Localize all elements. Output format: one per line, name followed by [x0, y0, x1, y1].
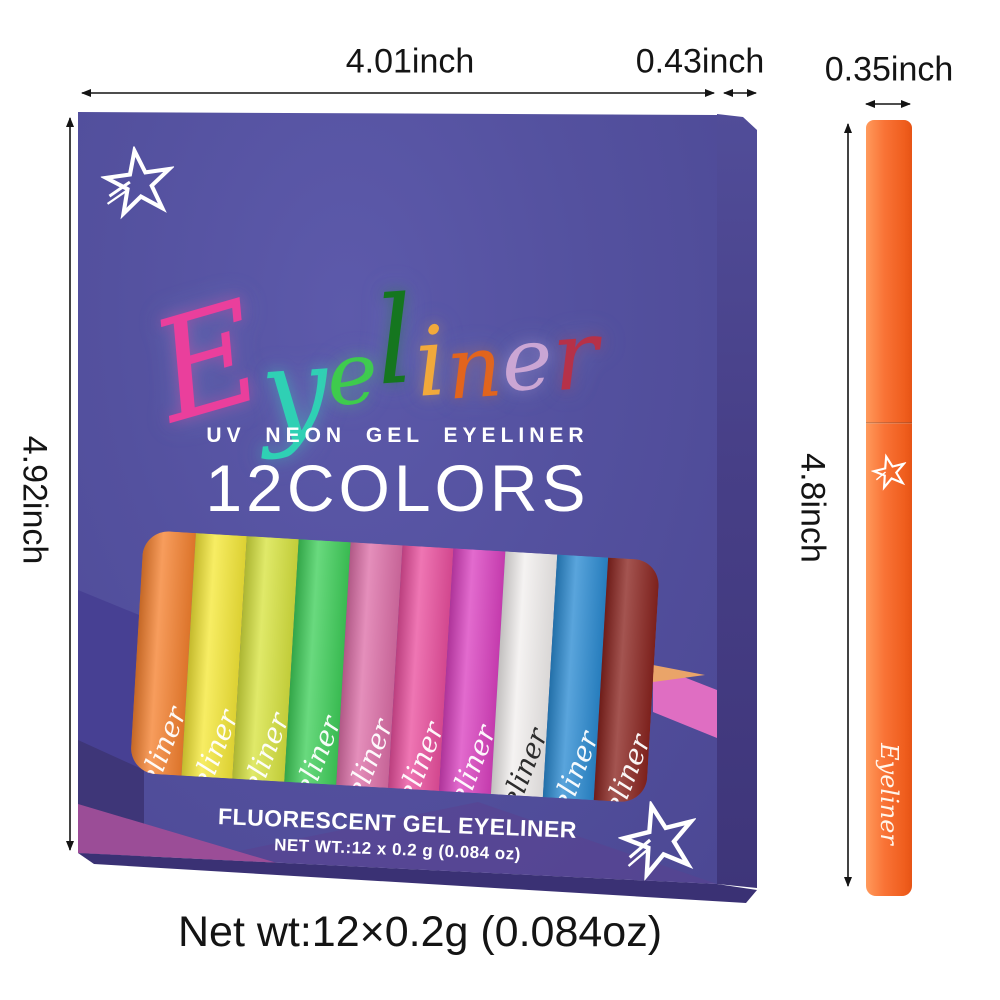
stripe-eyeliner-logo: Eyeliner [594, 729, 658, 804]
brand-letter: n [443, 316, 506, 420]
pen-star-icon [870, 453, 907, 491]
net-weight-caption: Net wt:12×0.2g (0.084oz) [177, 908, 663, 956]
pens-window: Eyeliner Eyeliner Eyeliner Eyeliner Eyeliner… [129, 530, 661, 804]
star-logo-icon [99, 144, 176, 220]
colors-count-title: 12COLORS [205, 451, 590, 525]
pen-height-label: 4.8inch [793, 453, 832, 563]
brand-letter: l [370, 271, 419, 413]
star-logo-icon [616, 799, 697, 882]
brand-letter: e [323, 322, 382, 427]
pen-width-label: 0.35inch [824, 50, 954, 89]
brand-letter: e [498, 308, 556, 412]
eyeliner-pen: Eyeliner [866, 120, 912, 896]
box-subtitle: UV NEON GEL EYELINER [206, 424, 589, 447]
brand-letter: E [136, 270, 280, 456]
pen-brand-label: Eyeliner [875, 743, 903, 845]
box-width-label: 4.01inch [345, 42, 475, 81]
box-side-panel [717, 114, 757, 888]
brand-letter: r [548, 298, 603, 414]
box-height-label: 4.92inch [15, 435, 54, 565]
pen-cap-seam [866, 422, 912, 424]
box-depth-label: 0.43inch [635, 42, 765, 81]
